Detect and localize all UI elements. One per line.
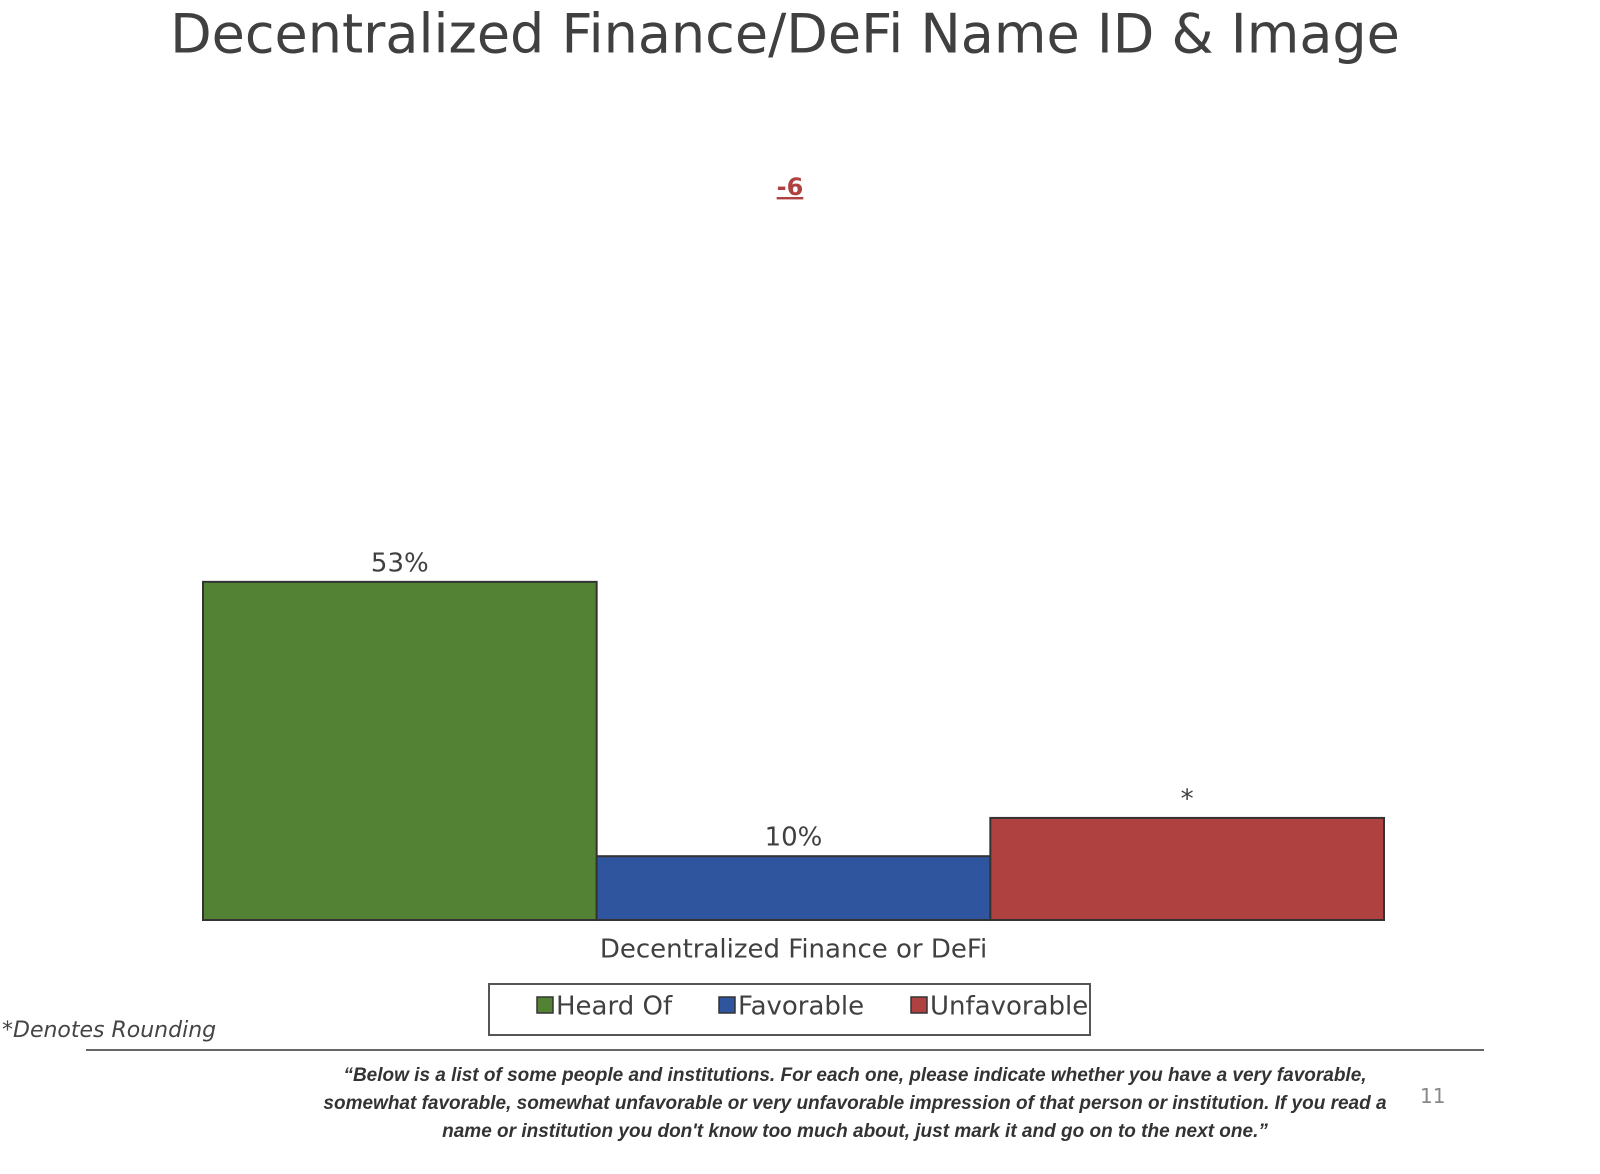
x-tick-label: Decentralized Finance or DeFi — [600, 935, 987, 965]
legend-label: Unfavorable — [930, 992, 1088, 1022]
bar — [202, 580, 598, 921]
legend-label: Favorable — [738, 992, 864, 1022]
chart-title: Decentralized Finance/DeFi Name ID & Ima… — [170, 3, 1400, 66]
legend-swatch — [910, 996, 928, 1014]
footnote: *Denotes Rounding — [2, 1018, 217, 1043]
bar — [595, 855, 992, 922]
legend-swatch — [718, 996, 736, 1014]
data-label: * — [1181, 784, 1194, 814]
data-label: 53% — [371, 548, 429, 578]
page-number: 11 — [1420, 1084, 1446, 1108]
data-label: 10% — [765, 823, 823, 853]
question-text: “Below is a list of some people and inst… — [323, 1065, 1387, 1142]
legend-box — [488, 983, 1091, 1036]
annotation: -6 — [777, 173, 804, 201]
legend-swatch — [536, 996, 554, 1014]
legend-label: Heard Of — [556, 992, 673, 1022]
bar — [989, 816, 1385, 921]
